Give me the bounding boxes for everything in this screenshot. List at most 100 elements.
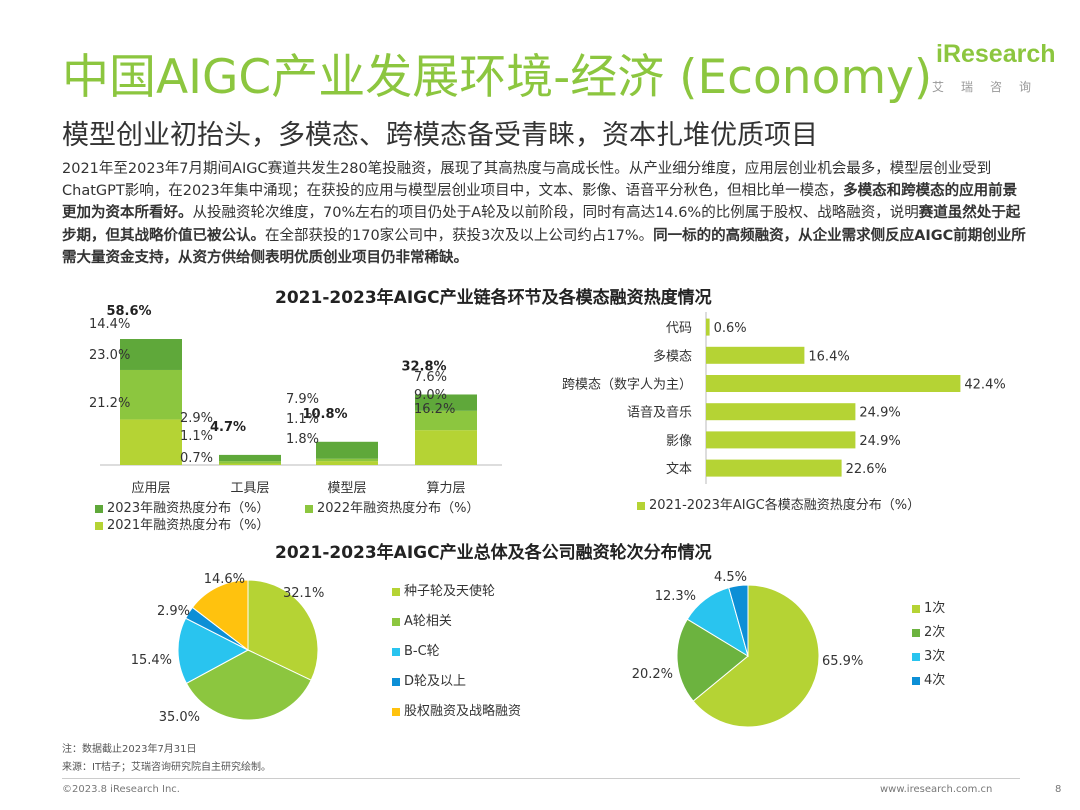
bar-segment xyxy=(316,458,378,462)
pie-slice xyxy=(692,584,820,728)
category-label: 代码 xyxy=(666,321,692,336)
copyright: ©2023.8 iResearch Inc. xyxy=(62,784,180,795)
bar xyxy=(706,375,961,392)
legend-label: 2022年融资热度分布（%） xyxy=(317,501,480,516)
slice-label: 14.6% xyxy=(204,572,245,587)
bar-segment xyxy=(316,441,378,459)
pie-slice xyxy=(191,579,249,652)
bar xyxy=(706,346,805,364)
legend-label: 4次 xyxy=(924,673,946,688)
category-label: 影像 xyxy=(666,434,692,449)
legend-swatch xyxy=(305,504,313,513)
bar-segment xyxy=(120,369,182,420)
legend-swatch xyxy=(392,617,400,626)
intro-bold-2: 赛道虽然处于起步期，但其战略价值已被公认。 xyxy=(62,205,1021,244)
legend-label: B-C轮 xyxy=(404,644,440,659)
total-label: 10.8% xyxy=(302,407,347,422)
legend-2022: 2022年融资热度分布（%） xyxy=(305,497,479,516)
category-label: 多模态 xyxy=(653,348,692,364)
bar-segment xyxy=(219,461,281,464)
total-label: 4.7% xyxy=(210,420,246,435)
intro-text-3: 在全部获投的170家公司中，获投3次及以上公司约占17%。 xyxy=(265,227,654,244)
bar-segment xyxy=(316,461,378,465)
legend-label: 种子轮及天使轮 xyxy=(404,584,496,599)
section1-title: 2021-2023年AIGC产业链各环节及各模态融资热度情况 xyxy=(275,288,712,308)
legend-label: 2023年融资热度分布（%） xyxy=(107,501,270,516)
slice-label: 15.4% xyxy=(131,653,172,668)
pie-slice xyxy=(728,584,749,657)
slice-label: 12.3% xyxy=(655,589,696,604)
slice-label: 65.9% xyxy=(822,654,863,669)
legend-item: 2次 xyxy=(912,621,945,640)
pie-slice xyxy=(676,618,749,702)
legend-label: 1次 xyxy=(924,601,946,616)
slice-label: 20.2% xyxy=(632,667,673,682)
bar-segment xyxy=(219,454,281,462)
slice-label: 35.0% xyxy=(159,710,200,725)
category-label: 算力层 xyxy=(426,481,465,496)
slice-label: 4.5% xyxy=(714,570,747,585)
value-label: 0.6% xyxy=(714,321,747,336)
bar-segment xyxy=(120,339,182,370)
legend-2021: 2021年融资热度分布（%） xyxy=(95,514,269,533)
bar-segment xyxy=(415,430,477,465)
legend-label: 2021-2023年AIGC各模态融资热度分布（%） xyxy=(649,498,921,513)
pie-legend-rounds: 种子轮及天使轮 A轮相关 B-C轮 D轮及以上股权融资及战略融资 xyxy=(392,580,572,730)
category-label: 工具层 xyxy=(230,481,269,496)
category-label: 文本 xyxy=(666,462,692,477)
category-label: 模型层 xyxy=(327,481,366,496)
intro-paragraph: 2021年至2023年7月期间AIGC赛道共发生280笔投融资，展现了其高热度与… xyxy=(62,158,1030,269)
legend-label: 2次 xyxy=(924,625,946,640)
bar xyxy=(706,459,842,477)
value-label: 14.4% xyxy=(89,317,130,332)
bar-segment xyxy=(415,394,477,411)
page-number: 8 xyxy=(1055,784,1062,795)
legend-label: 2021年融资热度分布（%） xyxy=(107,518,270,533)
intro-text-2: 从投融资轮次维度，70%左右的项目仍处于A轮及以前阶段，同时有高达14.6%的比… xyxy=(192,205,919,222)
page-title: 中国AIGC产业发展环境-经济 (Economy) xyxy=(62,50,933,105)
legend-item: B-C轮 xyxy=(392,640,440,659)
footer-divider xyxy=(62,778,1020,779)
footnote: 注：数据截止2023年7月31日 xyxy=(62,744,197,755)
logo-subtext: 艾瑞咨询 xyxy=(932,80,1049,94)
legend-modality: 2021-2023年AIGC各模态融资热度分布（%） xyxy=(637,494,920,513)
legend-item: D轮及以上 xyxy=(392,670,466,689)
legend-item: 4次 xyxy=(912,669,945,688)
legend-label: A轮相关 xyxy=(404,614,452,629)
page-subtitle: 模型创业初抬头，多模态、跨模态备受青睐，资本扎堆优质项目 xyxy=(62,120,818,151)
legend-swatch xyxy=(392,647,400,656)
legend-item: 3次 xyxy=(912,645,945,664)
total-label: 32.8% xyxy=(401,359,446,374)
bar-segment xyxy=(219,463,281,465)
iresearch-logo: iResearch 艾瑞咨询 xyxy=(930,40,1056,96)
category-label: 跨模态（数字人为主） xyxy=(562,378,692,393)
intro-bold-1: 多模态和跨模态的应用前景更加为资本所看好。 xyxy=(62,183,1018,222)
legend-swatch xyxy=(912,652,920,661)
value-label: 7.9% xyxy=(286,392,319,407)
bar-segment xyxy=(415,410,477,431)
website: www.iresearch.com.cn xyxy=(880,784,993,795)
source-note: 来源：IT桔子；艾瑞咨询研究院自主研究绘制。 xyxy=(62,762,272,773)
pie-chart-rounds: 32.1% 35.0% 15.4% 2.9% 14.6% xyxy=(131,572,325,725)
legend-item: A轮相关 xyxy=(392,610,452,629)
legend-item: 1次 xyxy=(912,597,945,616)
value-label: 1.8% xyxy=(286,432,319,447)
pie-slice xyxy=(177,617,250,685)
legend-item: 股权融资及战略融资 xyxy=(392,700,521,719)
logo-text: iResearch xyxy=(936,40,1056,68)
legend-label: D轮及以上 xyxy=(404,674,467,689)
value-label: 42.4% xyxy=(964,378,1005,393)
bar xyxy=(706,431,856,449)
bar-segment xyxy=(120,419,182,465)
value-label: 24.9% xyxy=(859,434,900,449)
pie-legend-times: 1次 2次 3次 4次 xyxy=(912,597,992,697)
legend-swatch xyxy=(392,587,400,596)
pie-slice xyxy=(185,649,312,721)
category-label: 语音及音乐 xyxy=(627,405,692,421)
value-label: 1.1% xyxy=(180,429,213,444)
legend-swatch xyxy=(912,628,920,637)
pie-slice xyxy=(247,579,319,681)
value-label: 24.9% xyxy=(859,406,900,421)
total-label: 58.6% xyxy=(106,304,151,319)
value-label: 7.6% xyxy=(414,370,447,385)
